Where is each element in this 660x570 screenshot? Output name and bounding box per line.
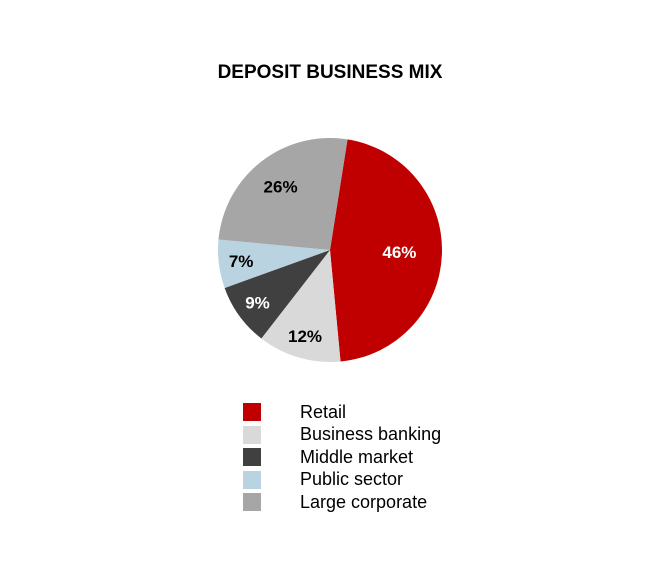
legend-item: Middle market xyxy=(243,446,413,468)
data-label: 12% xyxy=(288,327,322,346)
legend-item: Public sector xyxy=(243,469,403,491)
data-label: 9% xyxy=(245,294,270,313)
data-label: 26% xyxy=(264,177,298,196)
legend-swatch xyxy=(243,470,261,489)
legend-swatch xyxy=(243,493,261,511)
legend-swatch xyxy=(243,425,261,444)
legend-label: Large corporate xyxy=(300,491,428,512)
pie-slice-public-sector xyxy=(218,239,330,288)
data-label: 46% xyxy=(382,243,416,262)
pie-slice-large-corporate xyxy=(218,138,348,250)
legend-item: Large corporate xyxy=(243,491,427,513)
pie-slice-business-banking xyxy=(261,250,341,362)
chart-title: DEPOSIT BUSINESS MIX xyxy=(217,62,443,83)
legend-label: Middle market xyxy=(300,446,414,467)
legend-label: Retail xyxy=(300,401,347,422)
legend-swatch xyxy=(243,448,261,466)
legend-item: Business banking xyxy=(243,424,441,446)
legend-item: Retail xyxy=(243,401,346,423)
legend-swatch xyxy=(243,403,261,421)
pie-slice-retail xyxy=(330,139,442,362)
legend-label: Business banking xyxy=(300,424,442,444)
legend-label: Public sector xyxy=(300,469,404,489)
data-label: 7% xyxy=(229,252,254,271)
pie-slice-middle-market xyxy=(224,250,330,339)
